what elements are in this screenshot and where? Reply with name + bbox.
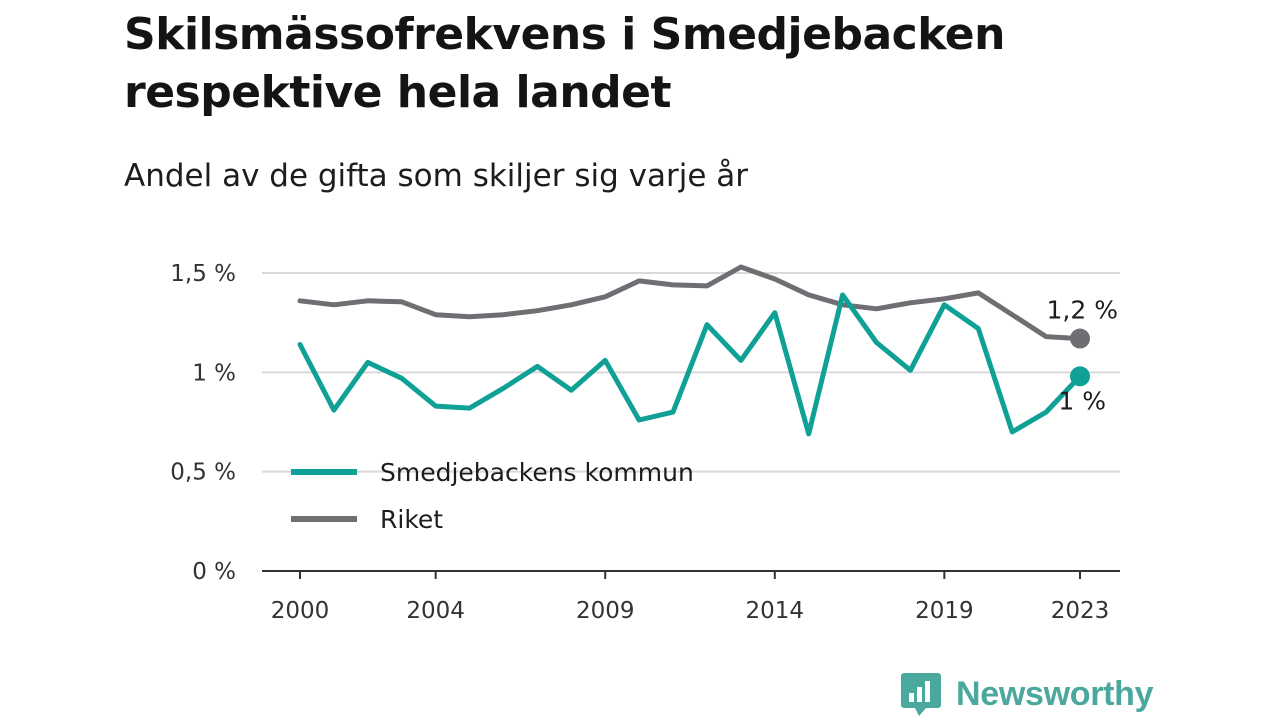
series <box>297 264 1090 437</box>
end-label: 1,2 % <box>1047 296 1118 325</box>
newsworthy-logo-icon <box>901 673 941 716</box>
series-end-point <box>1070 366 1090 387</box>
x-axis-ticks: 2000 2004 2009 2014 2019 2023 <box>271 571 1110 624</box>
x-tick-label: 2000 <box>271 598 330 624</box>
line-chart: 0 % 0,5 % 1 % 1,5 % 2000 2004 2009 2014 2019 202… <box>170 261 1120 624</box>
y-axis-ticks: 0 % 0,5 % 1 % 1,5 % <box>170 261 236 585</box>
series-line <box>297 292 1083 437</box>
y-tick-label: 1 % <box>192 360 236 386</box>
y-tick-label: 0 % <box>192 559 236 585</box>
x-tick-label: 2023 <box>1051 598 1110 624</box>
end-label: 1 % <box>1058 386 1106 415</box>
legend: Smedjebackens kommun Riket <box>291 458 694 534</box>
y-tick-label: 1,5 % <box>170 261 236 287</box>
logo-text: Newsworthy <box>956 674 1154 713</box>
x-tick-label: 2009 <box>576 598 635 624</box>
x-tick-label: 2019 <box>915 598 974 624</box>
legend-label: Smedjebackens kommun <box>380 458 694 487</box>
newsworthy-logo: Newsworthy <box>900 668 1154 720</box>
x-tick-label: 2004 <box>406 598 465 624</box>
x-tick-label: 2014 <box>746 598 805 624</box>
series-line <box>297 264 1083 342</box>
legend-label: Riket <box>380 505 443 534</box>
series-end-point <box>1070 328 1090 349</box>
y-tick-label: 0,5 % <box>170 460 236 486</box>
chart-title: Skilsmässofrekvens i Smedjebacken respek… <box>124 9 1005 118</box>
end-labels: 1,2 % 1 % <box>1047 296 1118 416</box>
chart-subtitle: Andel av de gifta som skiljer sig varje … <box>124 158 748 194</box>
